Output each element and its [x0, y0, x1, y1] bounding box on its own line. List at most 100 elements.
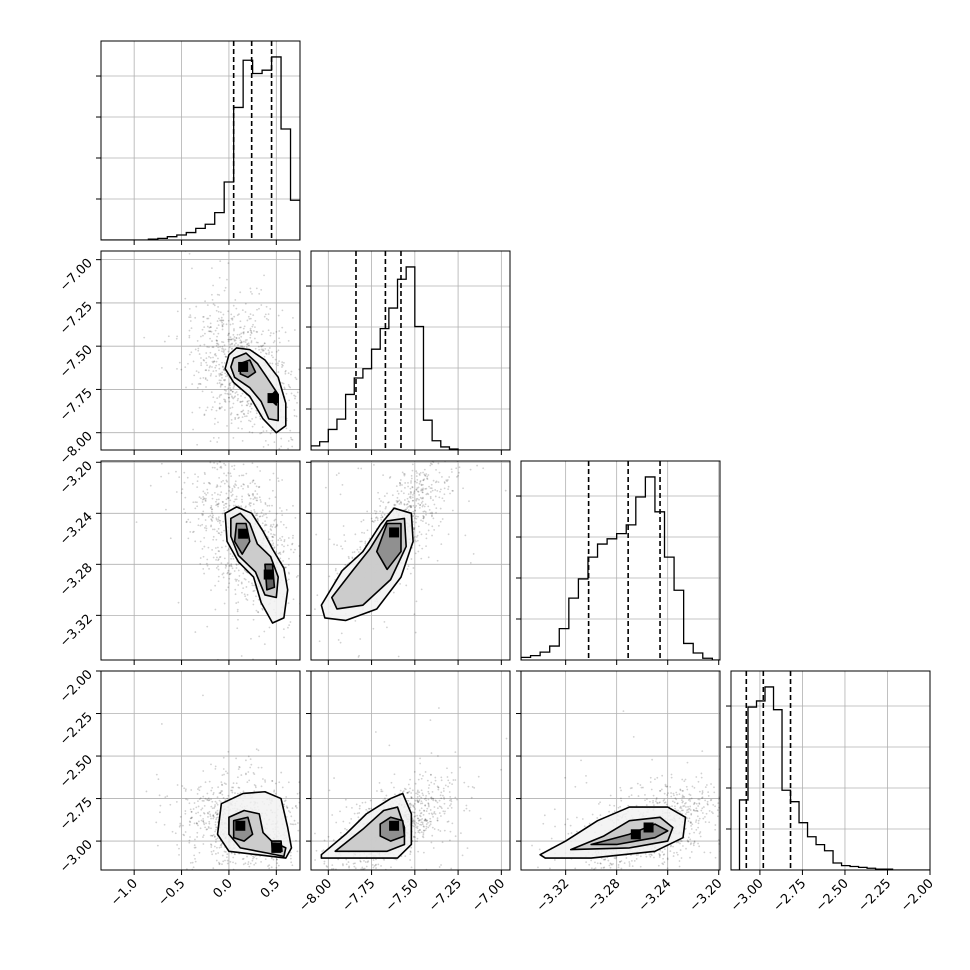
- scatter-point: [212, 284, 214, 287]
- scatter-point: [219, 385, 222, 388]
- scatter-point: [203, 413, 206, 416]
- scatter-point: [273, 534, 276, 536]
- scatter-point: [442, 810, 445, 813]
- scatter-point: [409, 802, 412, 805]
- scatter-point: [200, 497, 202, 500]
- scatter-point: [208, 355, 210, 358]
- scatter-point: [230, 789, 232, 792]
- scatter-point: [215, 375, 217, 378]
- scatter-point: [247, 342, 250, 345]
- scatter-point: [363, 532, 366, 534]
- scatter-point: [427, 805, 430, 808]
- scatter-point: [441, 497, 444, 500]
- scatter-point: [295, 839, 297, 842]
- scatter-point: [261, 608, 264, 611]
- scatter-point: [447, 485, 450, 488]
- scatter-point: [247, 755, 250, 758]
- scatter-point: [427, 556, 430, 559]
- scatter-point: [420, 588, 423, 591]
- scatter-point: [275, 550, 277, 553]
- scatter-point: [261, 509, 264, 512]
- scatter-point: [215, 344, 218, 347]
- scatter-point: [276, 524, 279, 527]
- scatter-point: [211, 346, 214, 349]
- scatter-point: [194, 501, 197, 504]
- scatter-point: [249, 410, 252, 413]
- scatter-point: [232, 504, 235, 507]
- scatter-point: [210, 504, 213, 507]
- scatter-point: [209, 351, 212, 354]
- scatter-point: [253, 337, 256, 340]
- scatter-point: [431, 813, 434, 816]
- scatter-point: [212, 815, 215, 817]
- scatter-point: [413, 512, 416, 515]
- scatter-point: [223, 349, 225, 352]
- scatter-point: [212, 333, 215, 335]
- scatter-point: [220, 790, 223, 793]
- scatter-point: [288, 399, 291, 402]
- scatter-point: [212, 817, 215, 820]
- scatter-point: [370, 807, 373, 810]
- scatter-point: [317, 600, 319, 602]
- scatter-point: [416, 791, 419, 793]
- scatter-point: [220, 316, 223, 319]
- scatter-point: [327, 875, 329, 877]
- scatter-point: [270, 354, 273, 357]
- scatter-point: [421, 500, 424, 503]
- scatter-point: [221, 842, 223, 845]
- scatter-point: [410, 491, 413, 494]
- scatter-point: [222, 572, 225, 575]
- scatter-point: [371, 520, 374, 523]
- scatter-point: [426, 389, 428, 391]
- scatter-point: [244, 311, 247, 313]
- scatter-point: [336, 572, 339, 575]
- scatter-point: [219, 372, 222, 375]
- scatter-point: [358, 812, 361, 814]
- scatter-point: [252, 503, 255, 506]
- scatter-point: [261, 607, 264, 610]
- scatter-point: [317, 402, 319, 404]
- scatter-point: [337, 639, 340, 641]
- scatter-point: [272, 356, 274, 359]
- scatter-point: [180, 368, 183, 371]
- scatter-point: [189, 316, 192, 318]
- scatter-point: [429, 512, 432, 515]
- scatter-point: [216, 837, 219, 840]
- scatter-point: [195, 812, 197, 815]
- scatter-point: [246, 401, 249, 403]
- scatter-point: [395, 485, 398, 488]
- scatter-point: [240, 911, 242, 913]
- scatter-point: [244, 302, 247, 305]
- scatter-point: [260, 878, 262, 880]
- scatter-point: [224, 851, 227, 853]
- scatter-point: [226, 562, 229, 565]
- scatter-point: [479, 817, 482, 820]
- scatter-point: [203, 492, 206, 495]
- scatter-point: [253, 589, 256, 592]
- scatter-point: [209, 365, 212, 367]
- scatter-point: [402, 492, 405, 495]
- scatter-point: [227, 548, 230, 550]
- scatter-point: [377, 863, 380, 866]
- scatter-point: [198, 382, 201, 385]
- scatter-point: [250, 407, 253, 410]
- scatter-point: [190, 811, 193, 813]
- scatter-point: [201, 799, 204, 802]
- scatter-point: [248, 344, 251, 347]
- scatter-point: [250, 510, 253, 512]
- scatter-point: [244, 595, 247, 598]
- scatter-point: [455, 467, 458, 470]
- scatter-point: [221, 365, 224, 368]
- scatter-point: [293, 414, 296, 417]
- scatter-point: [432, 847, 435, 849]
- scatter-point: [263, 274, 265, 277]
- scatter-point: [203, 812, 206, 815]
- scatter-point: [341, 547, 344, 550]
- scatter-point: [253, 496, 256, 499]
- scatter-point: [372, 521, 375, 523]
- scatter-point: [432, 798, 435, 800]
- scatter-point: [413, 806, 416, 809]
- scatter-point: [414, 509, 416, 512]
- scatter-point: [303, 589, 305, 591]
- scatter-point: [447, 807, 449, 810]
